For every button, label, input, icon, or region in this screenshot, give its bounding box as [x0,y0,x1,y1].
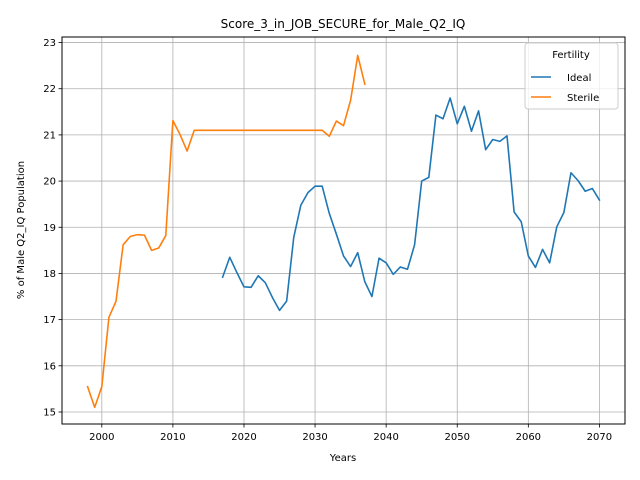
y-tick-label: 22 [43,84,56,95]
series-line-sterile [86,54,366,409]
y-tick-label: 15 [43,407,56,418]
x-axis-ticks: 2000 2010 2020 2030 2040 2050 2060 2070 [89,424,612,443]
x-tick-label: 2070 [587,432,612,443]
x-tick-label: 2020 [231,432,256,443]
legend-label-ideal: Ideal [567,73,591,84]
y-axis-ticks: 15 16 17 18 19 20 21 22 23 [43,38,62,418]
plot-area-frame [61,36,626,425]
x-tick-label: 2000 [89,432,114,443]
legend: Fertility Ideal Sterile [524,42,619,110]
x-tick-label: 2040 [373,432,398,443]
y-tick-label: 21 [43,130,56,141]
legend-title: Fertility [552,50,590,61]
x-tick-label: 2060 [516,432,541,443]
y-tick-label: 20 [43,177,56,188]
y-axis-label: % of Male Q2_IQ Population [16,161,27,299]
legend-box [524,42,619,110]
y-tick-label: 19 [43,223,56,234]
x-tick-label: 2030 [302,432,327,443]
x-axis-label: Years [329,453,356,464]
legend-label-sterile: Sterile [567,93,599,104]
y-tick-label: 18 [43,269,56,280]
y-tick-label: 23 [43,38,56,49]
y-tick-label: 16 [43,361,56,372]
x-tick-label: 2050 [445,432,470,443]
x-tick-label: 2010 [160,432,185,443]
series-lines [86,54,601,409]
y-tick-label: 17 [43,315,56,326]
series-line-ideal [221,97,601,312]
chart-title: Score_3_in_JOB_SECURE_for_Male_Q2_IQ [221,17,466,31]
